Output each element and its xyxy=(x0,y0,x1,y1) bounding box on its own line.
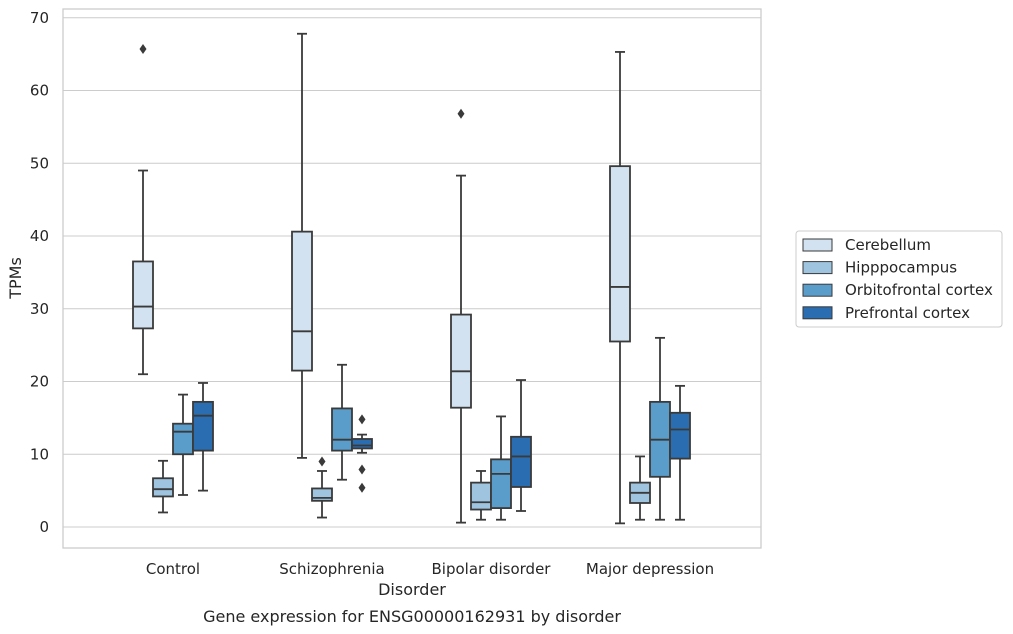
outlier-point xyxy=(358,414,366,425)
legend-label: Orbitofrontal cortex xyxy=(845,281,993,299)
y-axis-label: TPMs xyxy=(6,257,25,300)
x-tick-label: Control xyxy=(146,560,200,578)
y-tick-label: 70 xyxy=(30,9,49,27)
legend-frame xyxy=(795,230,1003,328)
y-tick-label: 20 xyxy=(30,373,49,391)
box xyxy=(132,260,154,330)
x-tick-label: Major depression xyxy=(586,560,714,578)
box xyxy=(351,438,373,450)
legend-swatch xyxy=(802,238,833,252)
legend-label: Prefrontal cortex xyxy=(845,304,970,322)
y-tick-label: 40 xyxy=(30,227,49,245)
box-group xyxy=(649,336,671,521)
outlier-point xyxy=(139,44,147,55)
box-group xyxy=(351,414,373,493)
legend: Cerebellum Hipppocampus Orbitofrontal cort… xyxy=(795,230,1003,328)
y-tick-label: 60 xyxy=(30,82,49,100)
box xyxy=(609,165,631,343)
box-group xyxy=(132,44,154,376)
box xyxy=(311,487,333,502)
box xyxy=(192,400,214,452)
legend-label: Cerebellum xyxy=(845,236,931,254)
box-group xyxy=(152,459,174,514)
y-tick-label: 10 xyxy=(30,445,49,463)
box-group xyxy=(629,455,651,521)
x-tick-labels: Control Schizophrenia Bipolar disorder Majo… xyxy=(146,560,714,578)
box-group xyxy=(192,382,214,492)
legend-swatch xyxy=(802,261,833,275)
x-tick-label: Schizophrenia xyxy=(279,560,384,578)
plot-frame xyxy=(62,8,762,549)
box-group xyxy=(311,456,333,519)
box xyxy=(450,313,472,409)
x-axis-label: Disorder xyxy=(378,580,446,599)
x-tick-label: Bipolar disorder xyxy=(432,560,552,578)
box-group xyxy=(450,108,472,524)
box-group xyxy=(291,32,313,459)
box xyxy=(490,458,512,509)
plot-background xyxy=(63,9,761,548)
legend-label: Hipppocampus xyxy=(845,259,957,277)
box xyxy=(470,481,492,511)
chart-caption: Gene expression for ENSG00000162931 by d… xyxy=(203,607,621,626)
box-group xyxy=(510,379,532,512)
outlier-point xyxy=(358,482,366,493)
box xyxy=(291,230,313,372)
box xyxy=(152,477,174,498)
legend-swatch xyxy=(802,306,833,320)
box xyxy=(331,407,353,452)
box-group xyxy=(609,51,631,525)
outlier-point xyxy=(457,108,465,119)
box-group xyxy=(331,363,353,481)
box-group xyxy=(172,393,194,496)
box xyxy=(510,435,532,488)
box xyxy=(669,411,691,460)
y-tick-label: 0 xyxy=(39,518,49,536)
y-tick-label: 30 xyxy=(30,300,49,318)
y-tick-labels: 0 10 20 30 40 50 60 70 xyxy=(30,9,49,536)
y-tick-label: 50 xyxy=(30,154,49,172)
legend-swatch xyxy=(802,283,833,297)
outlier-point xyxy=(358,464,366,475)
boxes xyxy=(132,32,691,525)
box-group xyxy=(669,384,691,521)
outlier-point xyxy=(318,456,326,467)
box xyxy=(172,422,194,456)
